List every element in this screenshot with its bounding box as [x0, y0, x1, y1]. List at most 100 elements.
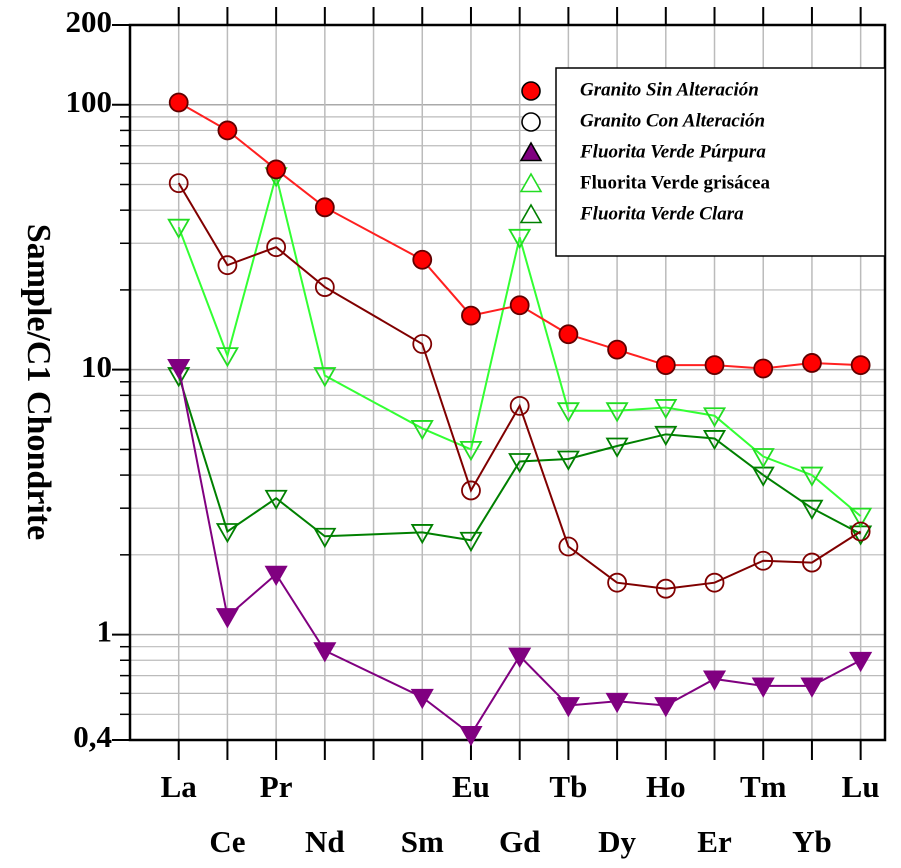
data-point: [217, 120, 238, 141]
y-tick-label: 100: [66, 84, 113, 119]
x-tick-label: Ce: [209, 824, 245, 859]
data-point: [509, 395, 530, 416]
data-point: [605, 402, 629, 423]
x-tick-label: Gd: [499, 824, 540, 859]
data-point: [167, 358, 191, 380]
data-point: [314, 197, 335, 218]
y-tick-label: 1: [97, 614, 113, 649]
data-point: [655, 355, 676, 376]
data-point: [654, 425, 678, 447]
data-point: [459, 725, 483, 747]
x-tick-label: Ho: [646, 769, 686, 804]
data-point: [849, 651, 873, 673]
data-point: [461, 480, 481, 501]
data-point: [800, 499, 824, 520]
data-point: [655, 578, 676, 599]
data-point: [217, 255, 238, 276]
data-point: [461, 305, 481, 326]
data-point: [556, 402, 580, 423]
x-tick-label: Er: [697, 824, 732, 859]
data-point: [412, 334, 433, 354]
data-point: [168, 173, 189, 194]
data-point: [168, 92, 189, 113]
series-line: [177, 367, 862, 736]
data-point: [753, 550, 774, 571]
data-point: [314, 277, 335, 297]
data-point: [849, 507, 873, 528]
data-point: [508, 228, 532, 250]
x-tick-label: La: [161, 769, 198, 804]
data-point: [266, 159, 287, 180]
data-point: [459, 531, 483, 553]
legend-box: [555, 67, 886, 257]
data-point: [558, 324, 579, 345]
data-point: [850, 521, 871, 542]
data-point: [410, 420, 434, 441]
data-point: [605, 437, 629, 458]
legend-label: Fluorita Verde Clara: [579, 203, 744, 224]
legend-label: Granito Con Alteración: [580, 110, 765, 131]
data-point: [556, 450, 580, 471]
data-point: [704, 572, 725, 593]
data-point: [704, 355, 725, 376]
y-tick-label: 10: [81, 349, 112, 384]
x-tick-label: Nd: [305, 824, 345, 859]
x-tick-label: Tb: [549, 769, 587, 804]
data-point: [702, 430, 727, 451]
series-line: [177, 375, 862, 542]
plot-frame: [128, 23, 887, 742]
data-point: [313, 527, 337, 549]
data-point: [508, 453, 532, 474]
data-point: [605, 692, 629, 714]
x-tick-label: Lu: [842, 769, 880, 804]
data-point: [215, 347, 239, 368]
x-tick-label: Pr: [260, 769, 293, 804]
data-point: [556, 697, 580, 718]
data-point: [215, 523, 239, 544]
legend-marker: [519, 141, 543, 162]
x-tick-label: Eu: [452, 769, 490, 804]
data-point: [753, 358, 774, 379]
y-tick-label: 200: [66, 4, 113, 39]
data-point: [266, 237, 287, 258]
data-point: [313, 367, 337, 388]
data-point: [313, 642, 337, 663]
data-point: [215, 608, 239, 629]
y-axis-title: Sample/C1 Chondrite: [20, 224, 57, 540]
data-point: [802, 552, 822, 573]
x-tick-label: Yb: [792, 824, 832, 859]
data-point: [167, 218, 191, 240]
data-point: [558, 536, 579, 557]
data-point: [508, 647, 532, 668]
x-tick-label: Dy: [598, 824, 636, 859]
y-tick-label: 0,4: [73, 719, 112, 754]
legend-marker: [521, 81, 541, 101]
data-point: [412, 249, 433, 270]
data-point: [751, 448, 775, 469]
data-point: [800, 677, 824, 698]
legend-label: Fluorita Verde grisácea: [580, 172, 770, 193]
data-point: [654, 697, 678, 718]
data-point: [410, 688, 434, 710]
data-point: [459, 441, 483, 462]
data-point: [702, 407, 727, 428]
legend-label: Granito Sin Alteración: [580, 79, 759, 100]
data-point: [702, 670, 727, 691]
data-point: [264, 489, 288, 511]
data-point: [802, 353, 822, 373]
data-point: [607, 339, 627, 360]
x-tick-label: Sm: [401, 824, 444, 859]
legend-marker: [519, 203, 543, 224]
legend-marker: [519, 172, 543, 193]
data-point: [850, 355, 871, 376]
legend-marker: [521, 112, 541, 132]
data-point: [607, 572, 627, 593]
data-point: [410, 524, 434, 545]
x-tick-label: Tm: [740, 769, 787, 804]
legend-label: Fluorita Verde Púrpura: [579, 141, 766, 162]
data-point: [264, 565, 288, 587]
data-point: [751, 677, 775, 698]
data-point: [654, 399, 678, 420]
data-point: [509, 295, 530, 316]
